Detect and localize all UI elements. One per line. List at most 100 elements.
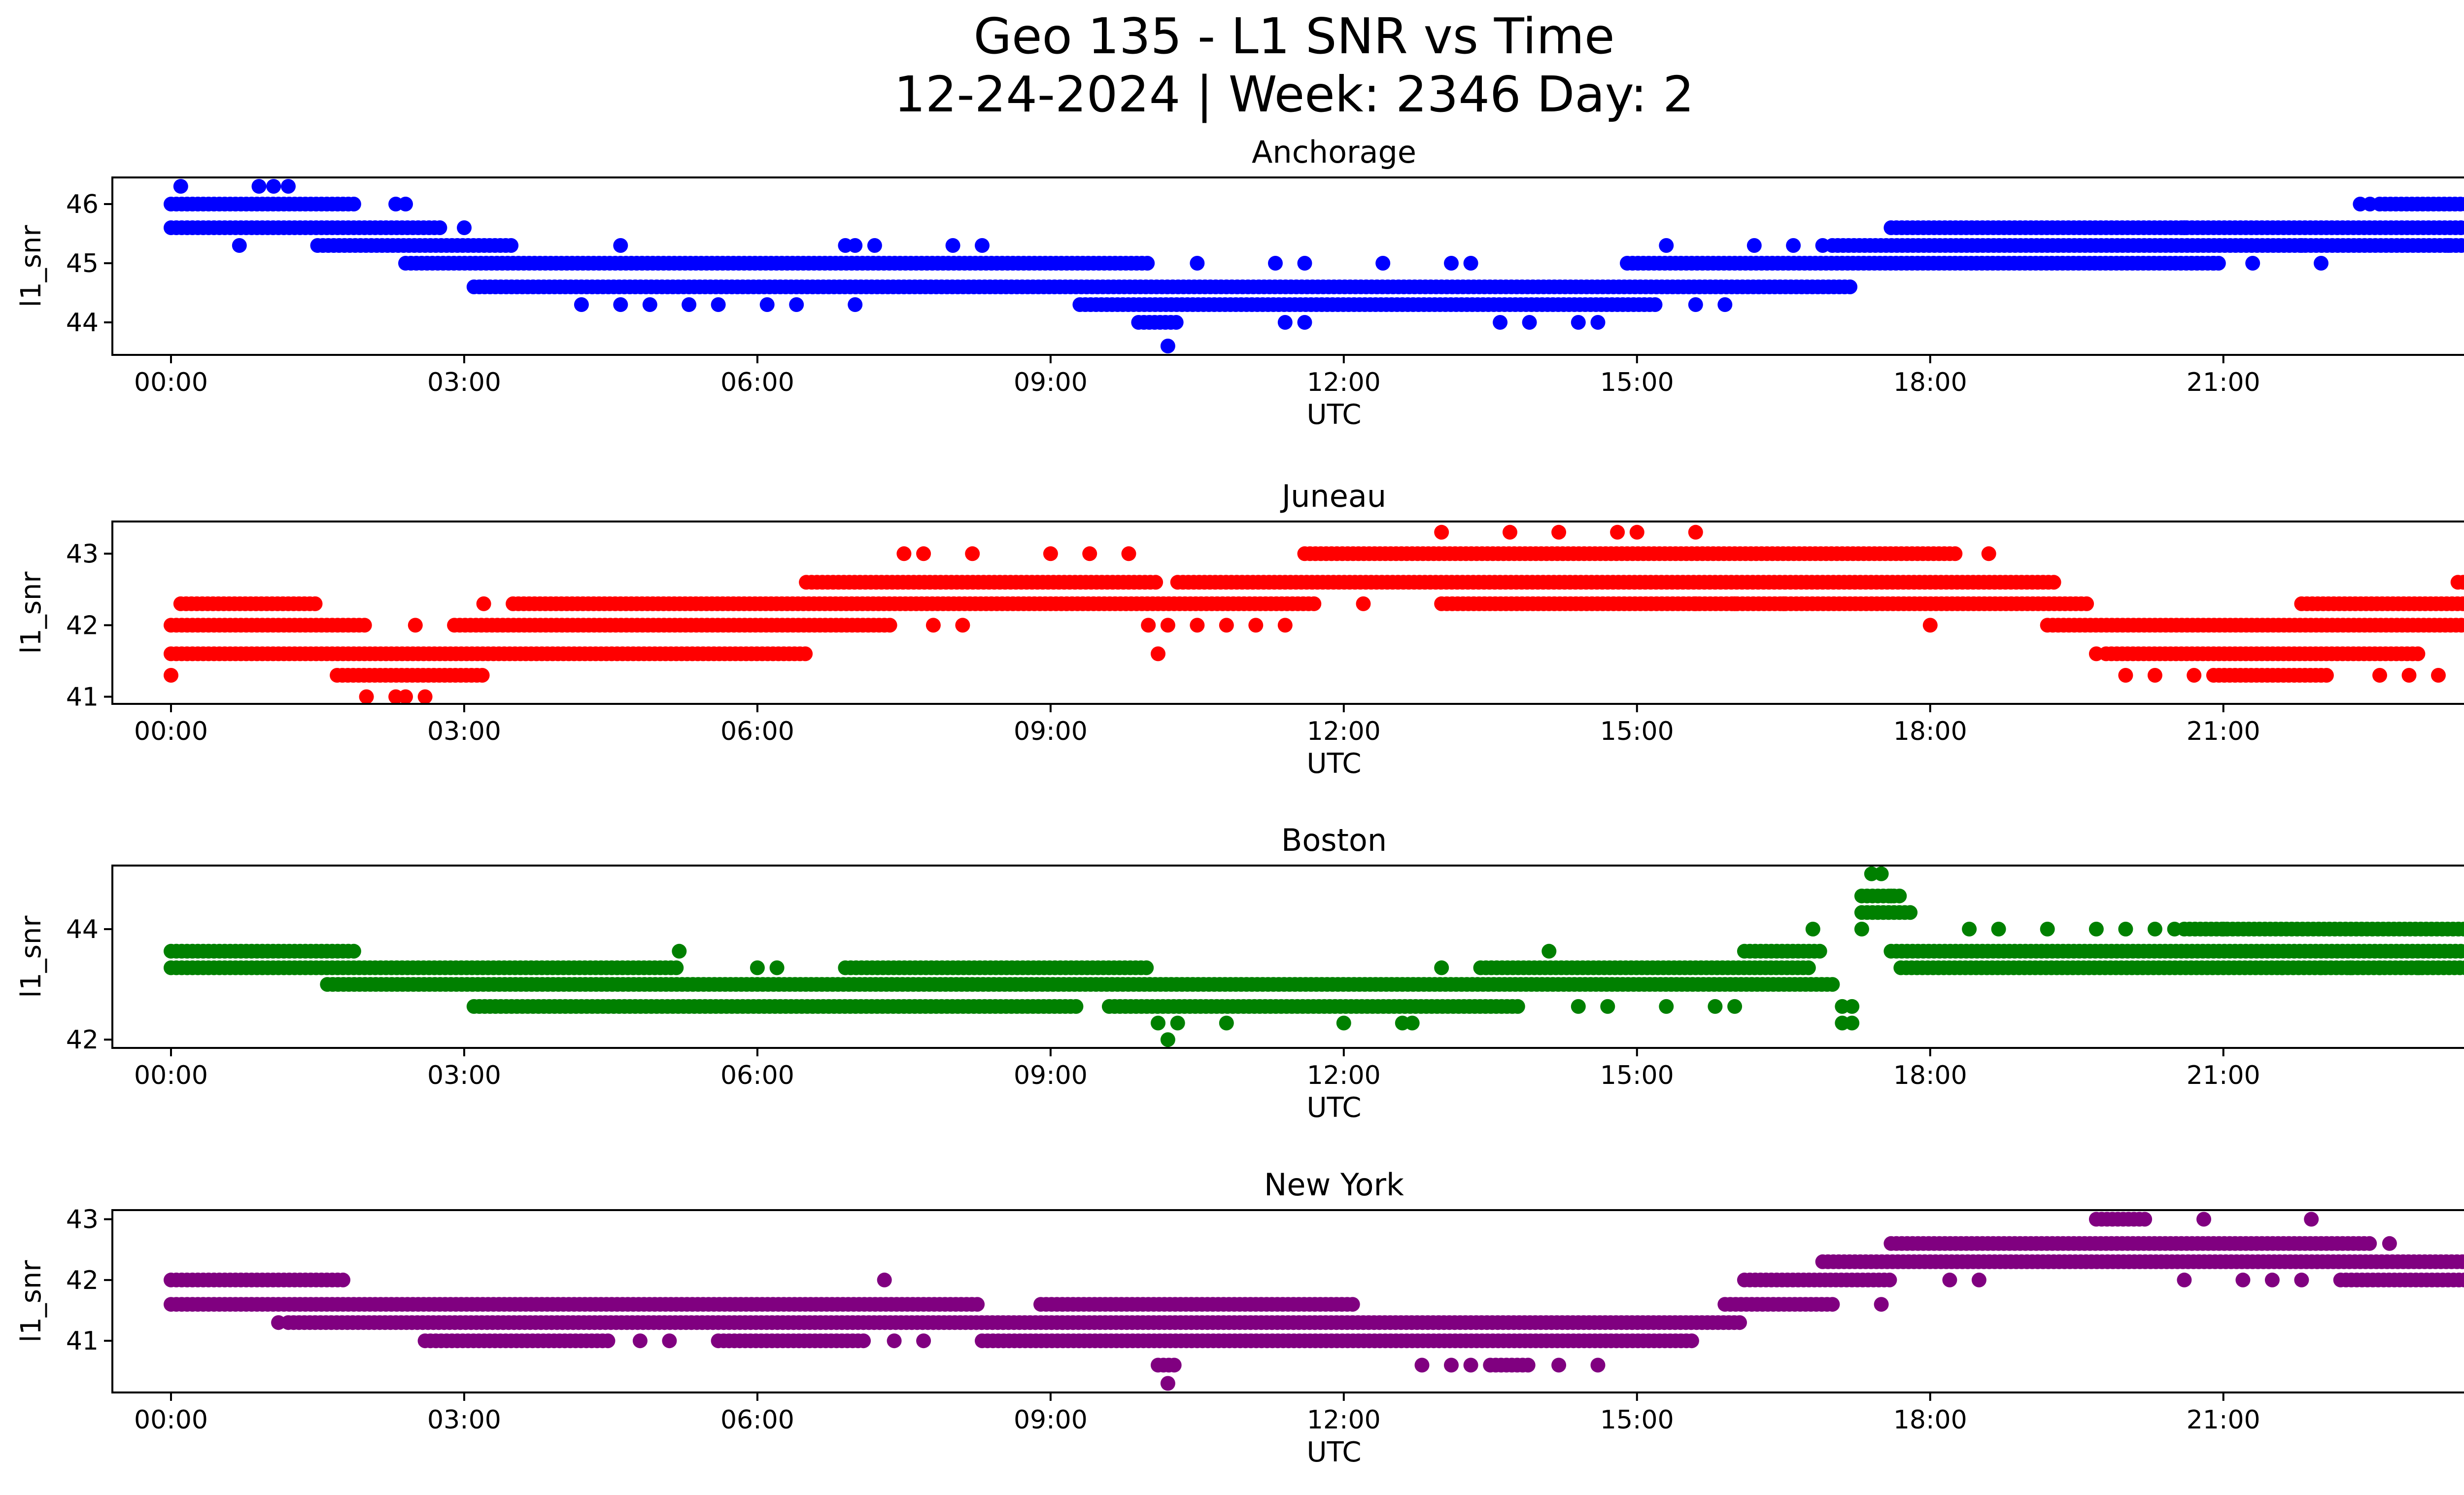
- data-point: [1160, 1376, 1175, 1391]
- data-point: [1043, 546, 1058, 561]
- data-point: [504, 238, 519, 253]
- panel-anchorage: Anchorage 00:00 03:00 06:00 09:00 12:00 15:00 1…: [15, 134, 2464, 431]
- band-juneau-12: [2098, 646, 2426, 661]
- x-tick-label: 18:00: [1893, 1061, 1967, 1090]
- band-boston-0: [164, 943, 361, 959]
- band-anchorage-8: [466, 279, 1858, 294]
- data-point: [711, 297, 726, 312]
- data-point: [2458, 960, 2464, 975]
- panel-boston: Boston 00:00 03:00 06:00 09:00 12:00 15:00 18:0…: [15, 822, 2464, 1124]
- data-point: [1815, 238, 1830, 253]
- band-new-york-5: [1717, 1297, 1840, 1312]
- data-point: [173, 179, 188, 194]
- data-point: [2040, 921, 2055, 937]
- data-point: [1812, 943, 1827, 959]
- y-axis-label-anchorage: l1_snr: [15, 225, 47, 308]
- data-point: [457, 220, 472, 235]
- data-point: [848, 297, 863, 312]
- data-point: [1717, 297, 1733, 312]
- band-anchorage-4: [310, 238, 519, 253]
- data-point: [970, 1297, 985, 1312]
- data-point: [164, 668, 178, 683]
- band-boston-7: [320, 977, 1840, 992]
- band-new-york-8: [417, 1333, 616, 1349]
- data-point: [2314, 960, 2328, 975]
- data-point: [232, 238, 247, 253]
- data-point: [1600, 999, 1615, 1014]
- data-point: [2196, 1212, 2211, 1227]
- data-point: [682, 297, 697, 312]
- data-point: [1444, 256, 1459, 271]
- data-point: [2187, 668, 2202, 683]
- data-point: [1571, 999, 1586, 1014]
- data-point: [925, 618, 941, 633]
- data-point: [838, 238, 853, 253]
- data-point: [1166, 1357, 1182, 1373]
- data-point: [1571, 315, 1586, 330]
- x-tick-label: 15:00: [1600, 717, 1674, 746]
- data-point: [1356, 596, 1371, 611]
- band-juneau-0: [1297, 546, 1963, 561]
- x-tick-label: 21:00: [2187, 1061, 2260, 1090]
- x-tick-label: 15:00: [1600, 368, 1674, 397]
- x-axis-anchorage: 00:00 03:00 06:00 09:00 12:00 15:00 18:00 21:00…: [134, 355, 2260, 397]
- data-point: [476, 596, 491, 611]
- outliers-juneau: [164, 524, 2446, 704]
- data-point: [1659, 999, 1674, 1014]
- data-point: [2458, 197, 2464, 211]
- data-point: [1463, 1357, 1478, 1373]
- band-new-york-15: [1483, 1357, 1536, 1373]
- data-point: [1590, 1357, 1606, 1373]
- x-tick-label: 12:00: [1307, 717, 1381, 746]
- data-point: [750, 960, 765, 975]
- figure-title: Geo 135 - L1 SNR vs Time: [974, 7, 1615, 65]
- data-point: [2462, 1275, 2464, 1285]
- data-point: [1659, 238, 1674, 253]
- band-juneau-9: [447, 618, 897, 633]
- data-point: [1168, 315, 1184, 330]
- data-point: [1845, 999, 1860, 1014]
- data-point: [1170, 1015, 1185, 1031]
- data-point: [613, 297, 628, 312]
- data-point: [2460, 1255, 2464, 1268]
- x-tick-label: 12:00: [1307, 368, 1381, 397]
- data-point: [1306, 596, 1322, 611]
- data-point: [266, 179, 281, 194]
- band-juneau-13: [330, 668, 490, 683]
- band-new-york-1: [1737, 1272, 1897, 1287]
- series-juneau: [164, 524, 2464, 704]
- data-point: [1139, 960, 1154, 975]
- data-point: [789, 297, 804, 312]
- plot-frame-juneau: [111, 521, 2464, 705]
- data-point: [1520, 1357, 1536, 1373]
- x-tick-label: 00:00: [134, 1405, 208, 1435]
- band-boston-8: [466, 999, 1084, 1014]
- data-point: [2382, 1236, 2397, 1251]
- data-point: [2206, 256, 2221, 271]
- data-point: [1404, 1015, 1420, 1031]
- data-point: [1434, 524, 1449, 540]
- data-point: [2235, 1272, 2251, 1287]
- band-juneau-11: [164, 646, 813, 661]
- band-juneau-1: [799, 575, 1164, 590]
- data-point: [1277, 315, 1293, 330]
- data-point: [1414, 1357, 1430, 1373]
- data-point: [2401, 668, 2417, 683]
- band-new-york-4: [1033, 1297, 1360, 1312]
- data-point: [1522, 315, 1537, 330]
- x-tick-label: 03:00: [427, 1405, 501, 1435]
- data-point: [2147, 668, 2162, 683]
- data-point: [1746, 238, 1762, 253]
- plot-frame-boston: [111, 865, 2464, 1049]
- x-tick-label: 09:00: [1014, 368, 1088, 397]
- data-point: [1160, 618, 1175, 633]
- outliers-anchorage: [173, 179, 2456, 353]
- data-point: [965, 546, 980, 561]
- band-boston-3: [164, 960, 684, 975]
- data-point: [1140, 256, 1155, 271]
- x-axis-label-anchorage: UTC: [1306, 399, 1361, 431]
- band-anchorage-10: [1131, 315, 1184, 330]
- data-point: [632, 1333, 648, 1349]
- data-point: [1688, 297, 1703, 312]
- band-juneau-8: [164, 618, 372, 633]
